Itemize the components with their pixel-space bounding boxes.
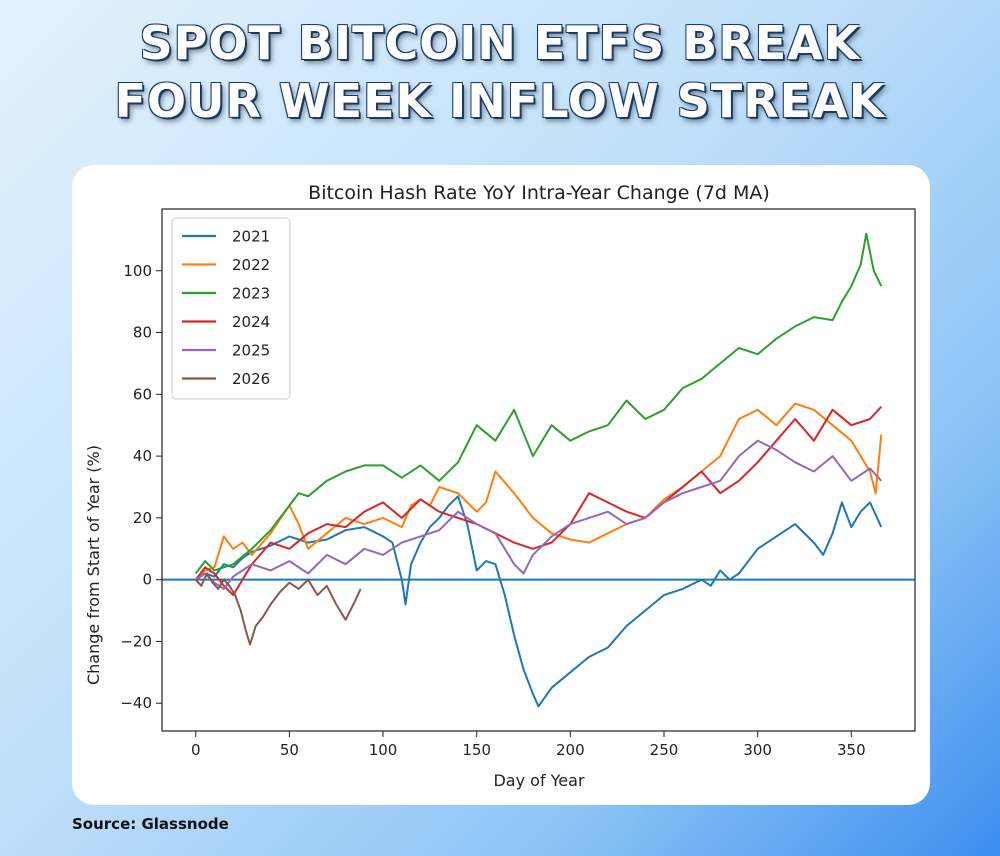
y-tick-label: 0: [142, 571, 152, 589]
legend-label-2024: 2024: [232, 313, 270, 331]
headline-line-1: SPOT BITCOIN ETFS BREAK: [139, 16, 861, 70]
legend-label-2022: 2022: [232, 256, 270, 274]
y-tick-label: 40: [133, 447, 152, 465]
x-tick-label: 150: [462, 741, 491, 759]
series-lines: [194, 232, 883, 708]
legend-box: [171, 217, 291, 400]
hash-rate-chart: Bitcoin Hash Rate YoY Intra-Year Change …: [84, 182, 916, 790]
x-tick-label: 0: [191, 741, 201, 759]
y-tick-label: 80: [133, 324, 152, 342]
x-tick-label: 350: [837, 741, 866, 759]
x-tick-label: 100: [369, 741, 398, 759]
x-tick-label: 250: [650, 741, 679, 759]
source-credit: Source: Glassnode: [72, 815, 229, 833]
series-line-2025: [195, 439, 883, 590]
y-tick-label: −20: [120, 632, 152, 650]
x-tick-label: 200: [556, 741, 585, 759]
legend-label-2025: 2025: [232, 342, 270, 360]
chart-card: Bitcoin Hash Rate YoY Intra-Year Change …: [72, 165, 930, 805]
plot-frame: [161, 208, 916, 732]
plot-area: 0 50 100 150 200 250 300 350 −40 −20 0 20 40 60 80 100 2…: [120, 208, 916, 759]
x-tick-label: 300: [743, 741, 772, 759]
series-line-2023: [194, 232, 883, 575]
series-line-2021: [195, 495, 883, 708]
headline-line-2: FOUR WEEK INFLOW STREAK: [114, 74, 886, 128]
legend: 2021 2022 2023 2024 2025 2026: [171, 217, 291, 400]
series-line-2024: [194, 406, 883, 597]
legend-label-2026: 2026: [232, 370, 270, 388]
chart-title: Bitcoin Hash Rate YoY Intra-Year Change …: [308, 182, 770, 204]
legend-label-2021: 2021: [232, 228, 270, 246]
series-line-2022: [194, 402, 883, 581]
legend-label-2023: 2023: [232, 285, 270, 303]
series-line-2026: [194, 572, 362, 646]
y-tick-label: 20: [133, 509, 152, 527]
y-tick-label: 60: [133, 385, 152, 403]
y-axis-label: Change from Start of Year (%): [84, 445, 103, 685]
x-tick-label: 50: [280, 741, 299, 759]
y-tick-label: 100: [123, 262, 152, 280]
x-axis-label: Day of Year: [493, 771, 584, 790]
headline: SPOT BITCOIN ETFS BREAK FOUR WEEK INFLOW…: [0, 14, 1000, 130]
y-tick-label: −40: [120, 694, 152, 712]
